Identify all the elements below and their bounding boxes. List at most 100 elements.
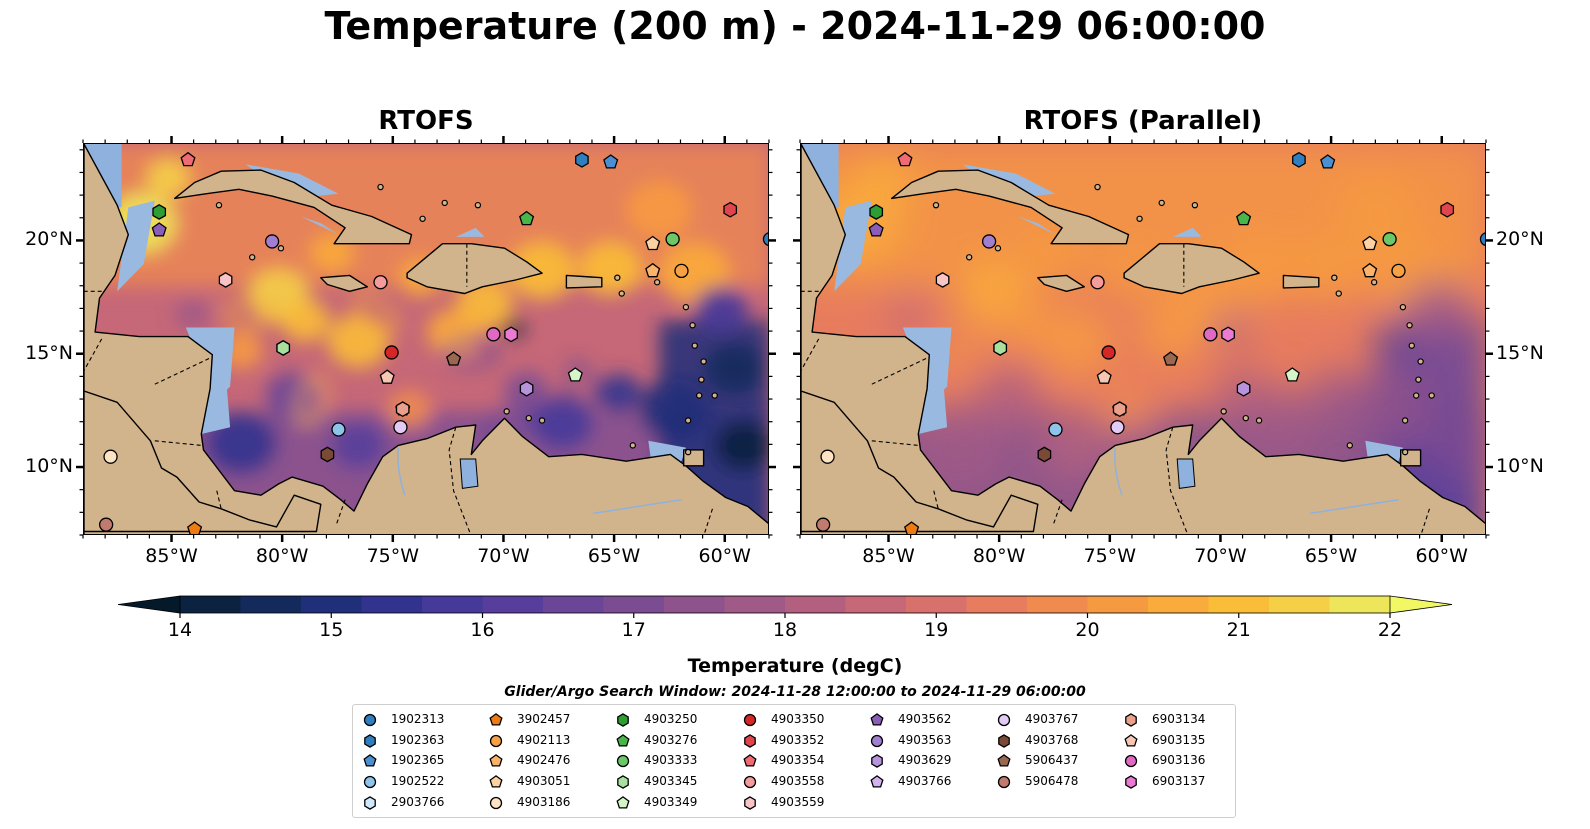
platform-marker-6903134 [395, 401, 410, 418]
hexagon-icon [871, 754, 883, 769]
platform-marker-4903767 [393, 420, 408, 435]
platform-legend: 1902313 1902363 1902365 1902522 2903766 39024… [352, 704, 1236, 818]
lon-tick-label: 80°W [255, 545, 309, 567]
colorbar-segment [966, 596, 1028, 613]
island [248, 254, 256, 261]
island [994, 245, 1002, 252]
platform-marker-6903134 [1112, 401, 1127, 418]
platform-marker-4903051 [1362, 235, 1378, 251]
colorbar-segment [1269, 596, 1330, 613]
platform-marker-4903250 [869, 204, 884, 220]
circle-icon [870, 734, 884, 747]
circle-icon [997, 713, 1011, 727]
pentagon-icon [489, 713, 503, 726]
island [1242, 414, 1249, 422]
legend-label: 6903136 [1152, 753, 1206, 768]
hexagon-icon [1125, 775, 1137, 789]
legend-marker [998, 733, 1010, 748]
border-line [216, 490, 222, 509]
legend-marker [997, 754, 1011, 767]
map-svg [84, 144, 768, 534]
platform-marker-4903349 [1284, 367, 1300, 382]
legend-marker [870, 734, 884, 747]
legend-marker [743, 754, 757, 767]
legend-marker [489, 775, 503, 788]
platform-marker-4903333 [1382, 232, 1397, 247]
colorbar-segment [724, 596, 786, 613]
circle-icon [1124, 755, 1138, 768]
platform-marker-4903558 [1090, 275, 1105, 290]
island [1094, 183, 1101, 191]
legend-marker [489, 734, 503, 747]
map-svg [801, 144, 1485, 534]
hexagon-icon [364, 733, 376, 748]
platform-marker-4903186 [103, 449, 118, 464]
island [682, 303, 690, 311]
legend-marker [364, 795, 376, 810]
legend-label: 4903349 [644, 794, 698, 809]
river [1114, 447, 1123, 496]
search-window-text: Glider/Argo Search Window: 2024-11-28 12… [504, 684, 1086, 700]
lat-tick-label: 10°N [1496, 455, 1544, 478]
legend-marker [743, 775, 757, 789]
platform-marker-4903352 [1440, 201, 1455, 218]
legend-marker [744, 795, 756, 810]
legend-marker [489, 754, 503, 767]
platform-marker-1902522 [1048, 422, 1063, 437]
lat-tick-label: 10°N [25, 455, 73, 478]
pentagon-icon [489, 775, 503, 788]
legend-label: 4903629 [898, 753, 952, 768]
platform-marker-1902365 [603, 154, 619, 169]
colorbar-segment [603, 596, 665, 613]
colorbar-segment [1148, 596, 1209, 613]
pentagon-icon [616, 795, 630, 809]
platform-marker-4903354 [897, 151, 913, 167]
legend-marker [1124, 755, 1138, 768]
platform-marker-1902365 [1320, 154, 1336, 169]
river [592, 499, 682, 515]
platform-marker-4903345 [276, 340, 291, 356]
pentagon-icon [363, 754, 377, 767]
lon-tick-label: 75°W [366, 545, 420, 567]
platform-marker-4903563 [264, 234, 280, 249]
border-line [1165, 427, 1189, 534]
hexagon-icon [1125, 713, 1137, 727]
lon-tick-label: 75°W [1083, 545, 1137, 567]
lon-tick-label: 60°W [698, 545, 751, 567]
island [377, 183, 384, 191]
island [1412, 392, 1420, 399]
platform-marker-4902476 [1362, 262, 1378, 278]
colorbar-tick-label: 22 [1377, 619, 1403, 641]
border-line [801, 338, 820, 371]
circle-icon [616, 755, 630, 768]
legend-marker [870, 713, 884, 726]
colorbar-segment [482, 596, 544, 613]
platform-marker-4903768 [320, 446, 335, 463]
map-panel-rtofs [83, 143, 769, 535]
platform-marker-4903559 [218, 272, 233, 288]
lon-tick-label: 65°W [1304, 545, 1358, 567]
legend-marker [870, 775, 884, 788]
legend-marker [1124, 733, 1138, 747]
land-central [801, 144, 1485, 534]
platform-marker-4903562 [868, 222, 884, 237]
platform-marker-4903349 [567, 367, 583, 382]
island [1401, 448, 1409, 456]
platform-marker-4903354 [180, 151, 196, 167]
legend-label: 6903134 [1152, 712, 1206, 726]
pentagon-icon [743, 754, 757, 767]
island [1417, 358, 1424, 365]
lat-tick-label: 15°N [25, 341, 73, 364]
shallow-shelf [905, 336, 948, 434]
colorbar-segment [361, 596, 423, 613]
platform-marker-4903350 [384, 345, 399, 360]
colorbar-tick-label: 16 [470, 619, 495, 641]
legend-label: 1902365 [391, 753, 445, 768]
legend-label: 4903333 [644, 753, 698, 768]
legend-marker [616, 733, 630, 747]
legend-marker [617, 775, 629, 789]
colorbar-over-arrow [1389, 595, 1453, 614]
platform-marker-1902363 [575, 151, 589, 168]
platform-marker-5906478 [98, 517, 114, 532]
platform-marker-4902476 [645, 262, 661, 278]
